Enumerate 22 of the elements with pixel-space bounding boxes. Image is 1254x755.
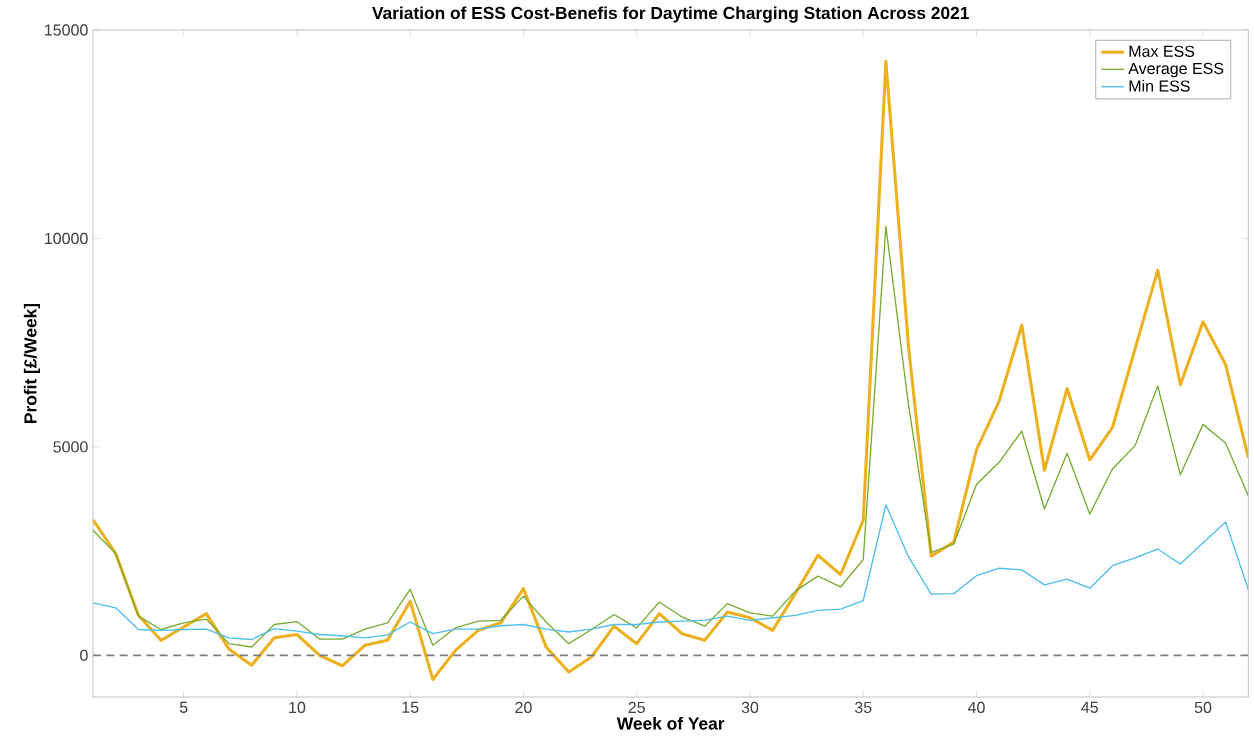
chart-title: Variation of ESS Cost-Benefis for Daytime Charging Station Across 2021 <box>372 6 969 23</box>
line-series <box>93 59 1249 682</box>
x-tick-label: 10 <box>289 701 306 714</box>
x-tick-label: 15 <box>402 701 419 713</box>
x-tick-label: 20 <box>515 701 532 714</box>
legend-label: Min ESS <box>1129 79 1190 92</box>
x-tick-label: 40 <box>967 701 985 714</box>
line-series <box>93 225 1249 648</box>
y-tick-label: 10000 <box>45 232 88 245</box>
x-tick-label: 45 <box>1081 701 1098 713</box>
x-tick-label: 25 <box>628 701 645 714</box>
x-tick-label: 50 <box>1194 701 1212 714</box>
y-tick-label: 0 <box>80 649 88 661</box>
x-tick-label: 35 <box>854 701 872 714</box>
x-tick-label: 5 <box>179 701 188 713</box>
y-tick-label: 5000 <box>53 441 88 453</box>
x-axis-title: Week of Year <box>616 716 725 730</box>
x-tick-label: 30 <box>741 701 759 714</box>
legend-label: Average ESS <box>1128 62 1224 78</box>
y-tick-label: 15000 <box>45 24 88 36</box>
y-axis-title: Profit [£/Week] <box>23 303 40 423</box>
legend-label: Max ESS <box>1129 45 1195 57</box>
